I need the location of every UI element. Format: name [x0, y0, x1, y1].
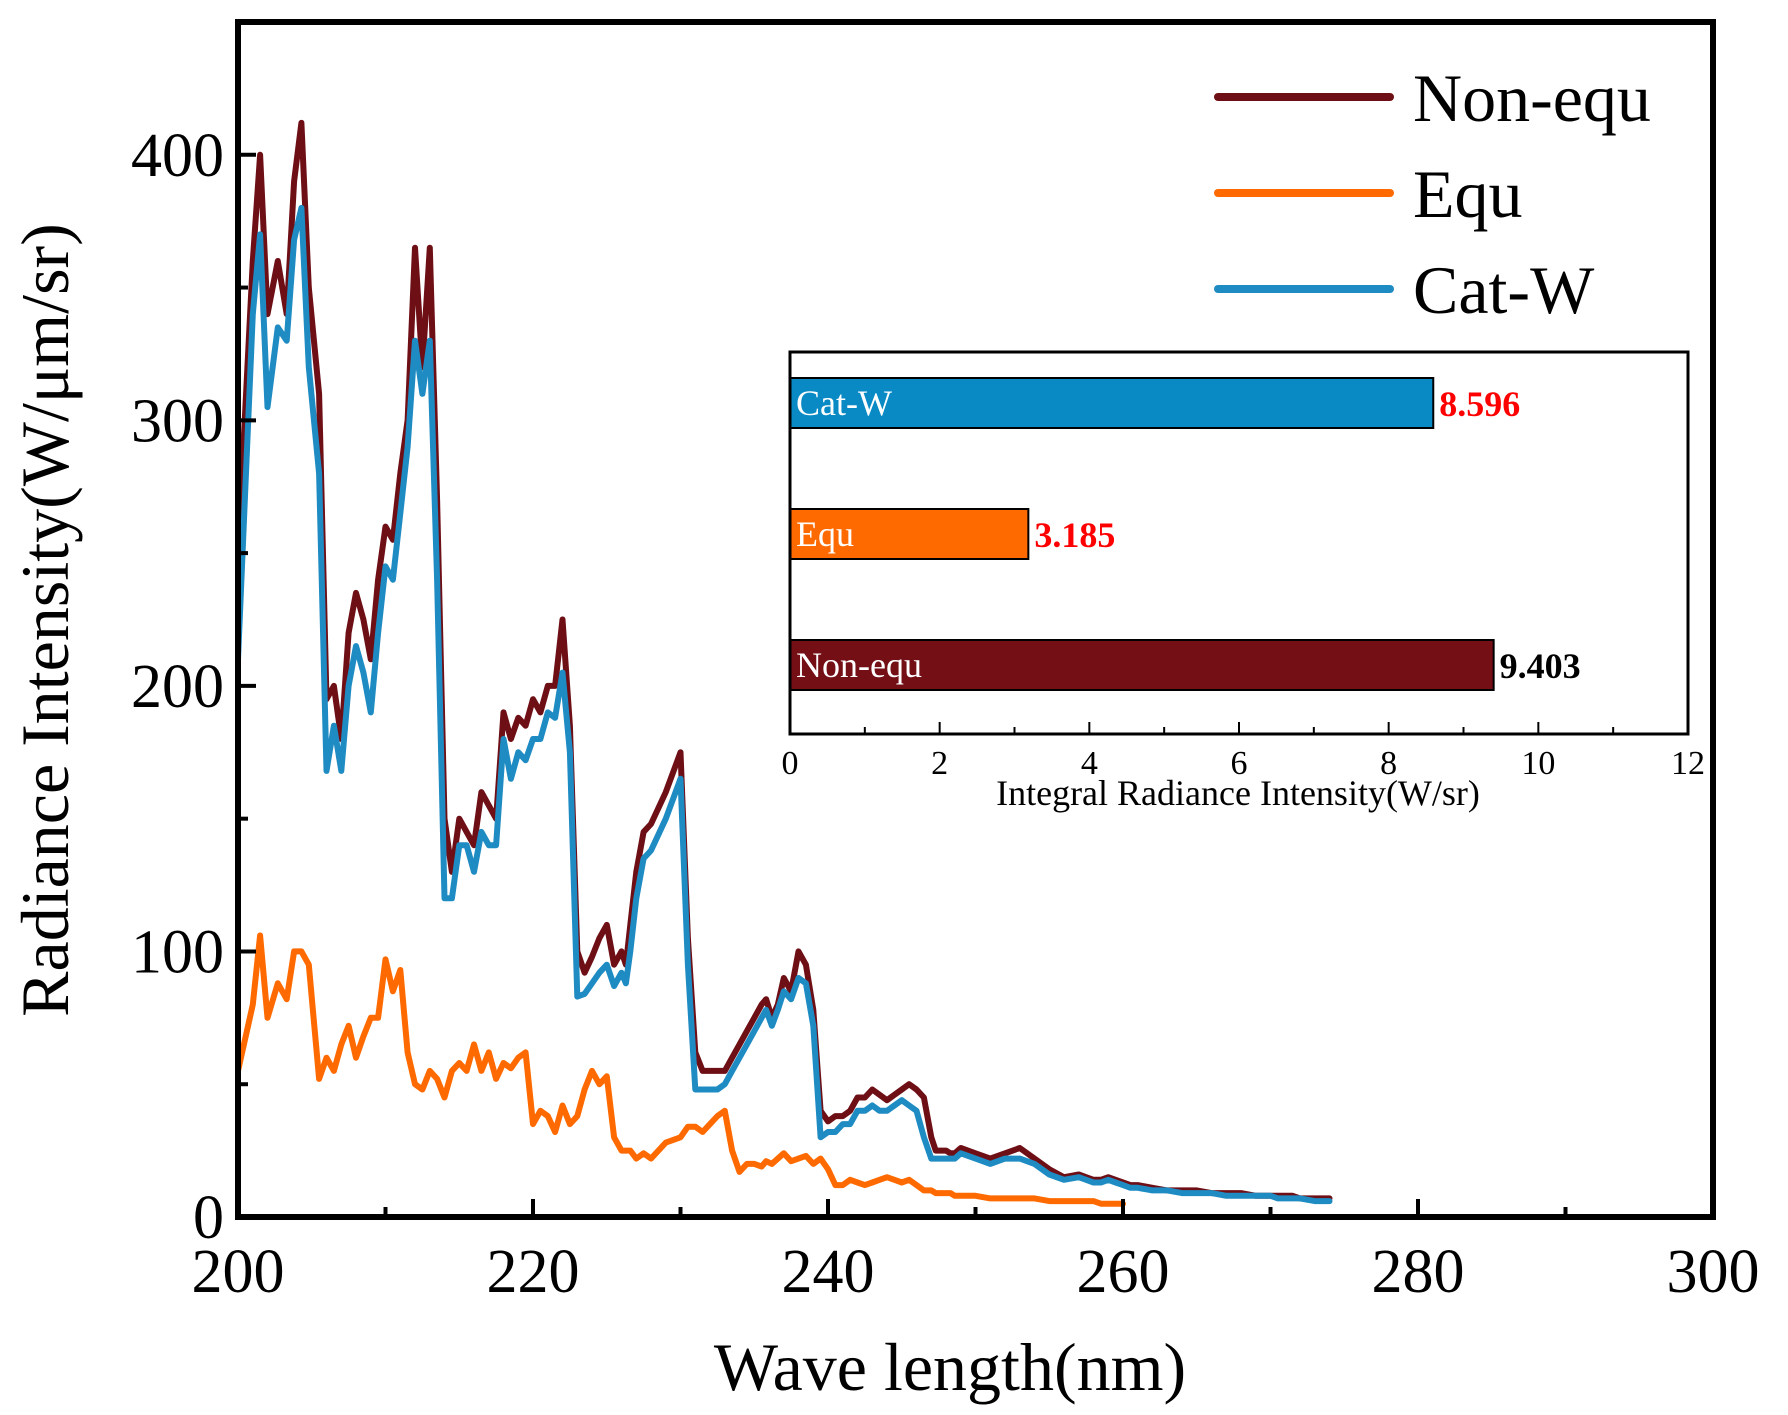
x-tick-label: 240 — [782, 1238, 875, 1306]
legend-label-cat-w: Cat-W — [1413, 252, 1595, 328]
inset-x-tick-label: 10 — [1521, 745, 1555, 782]
inset-axis-ticks: 0 2 4 6 8 10 12 — [782, 722, 1705, 782]
y-tick-label: 100 — [131, 918, 224, 986]
y-tick-label: 200 — [131, 653, 224, 721]
bar-category-label-cat-w: Cat-W — [796, 383, 892, 423]
bar-non-equ — [789, 639, 1495, 691]
inset-bar-chart: Cat-W 8.596 Equ 3.185 Non-equ 9.403 0 2 4 6 8 10 12… — [782, 350, 1705, 813]
bar-value-label-non-equ: 9.403 — [1500, 646, 1581, 686]
inset-x-tick-label: 2 — [931, 745, 948, 782]
y-tick-label: 400 — [131, 122, 224, 190]
series-line-equ — [235, 932, 1126, 1207]
inset-bars: Cat-W 8.596 Equ 3.185 Non-equ 9.403 — [789, 377, 1581, 691]
y-tick-label: 0 — [193, 1184, 224, 1252]
y-tick-label: 300 — [131, 387, 224, 455]
inset-x-tick-label: 12 — [1671, 745, 1705, 782]
x-axis-title: Wave length(nm) — [714, 1329, 1186, 1405]
legend-label-equ: Equ — [1413, 156, 1523, 232]
main-chart-lines — [235, 119, 1333, 1207]
y-axis-title: Radiance Intensity(W/μm/sr) — [7, 223, 83, 1017]
bar-cat-w — [789, 377, 1435, 429]
x-tick-label: 260 — [1077, 1238, 1170, 1306]
x-tick-label: 280 — [1372, 1238, 1465, 1306]
legend: Non-equ Equ Cat-W — [1214, 60, 1651, 328]
bar-category-label-equ: Equ — [796, 514, 854, 554]
x-tick-label: 300 — [1667, 1238, 1760, 1306]
inset-x-axis-title: Integral Radiance Intensity(W/sr) — [996, 773, 1480, 813]
inset-x-tick-label: 0 — [782, 745, 799, 782]
legend-label-non-equ: Non-equ — [1413, 60, 1651, 136]
bar-category-label-non-equ: Non-equ — [796, 645, 922, 685]
inset-x-tick-label: 8 — [1380, 745, 1397, 782]
x-tick-label: 200 — [192, 1238, 285, 1306]
series-line-cat-w — [235, 204, 1333, 1205]
inset-x-tick-label: 4 — [1081, 745, 1098, 782]
x-tick-label: 220 — [487, 1238, 580, 1306]
inset-x-tick-label: 6 — [1231, 745, 1248, 782]
bar-value-label-equ: 3.185 — [1034, 515, 1115, 555]
bar-value-label-cat-w: 8.596 — [1439, 384, 1520, 424]
